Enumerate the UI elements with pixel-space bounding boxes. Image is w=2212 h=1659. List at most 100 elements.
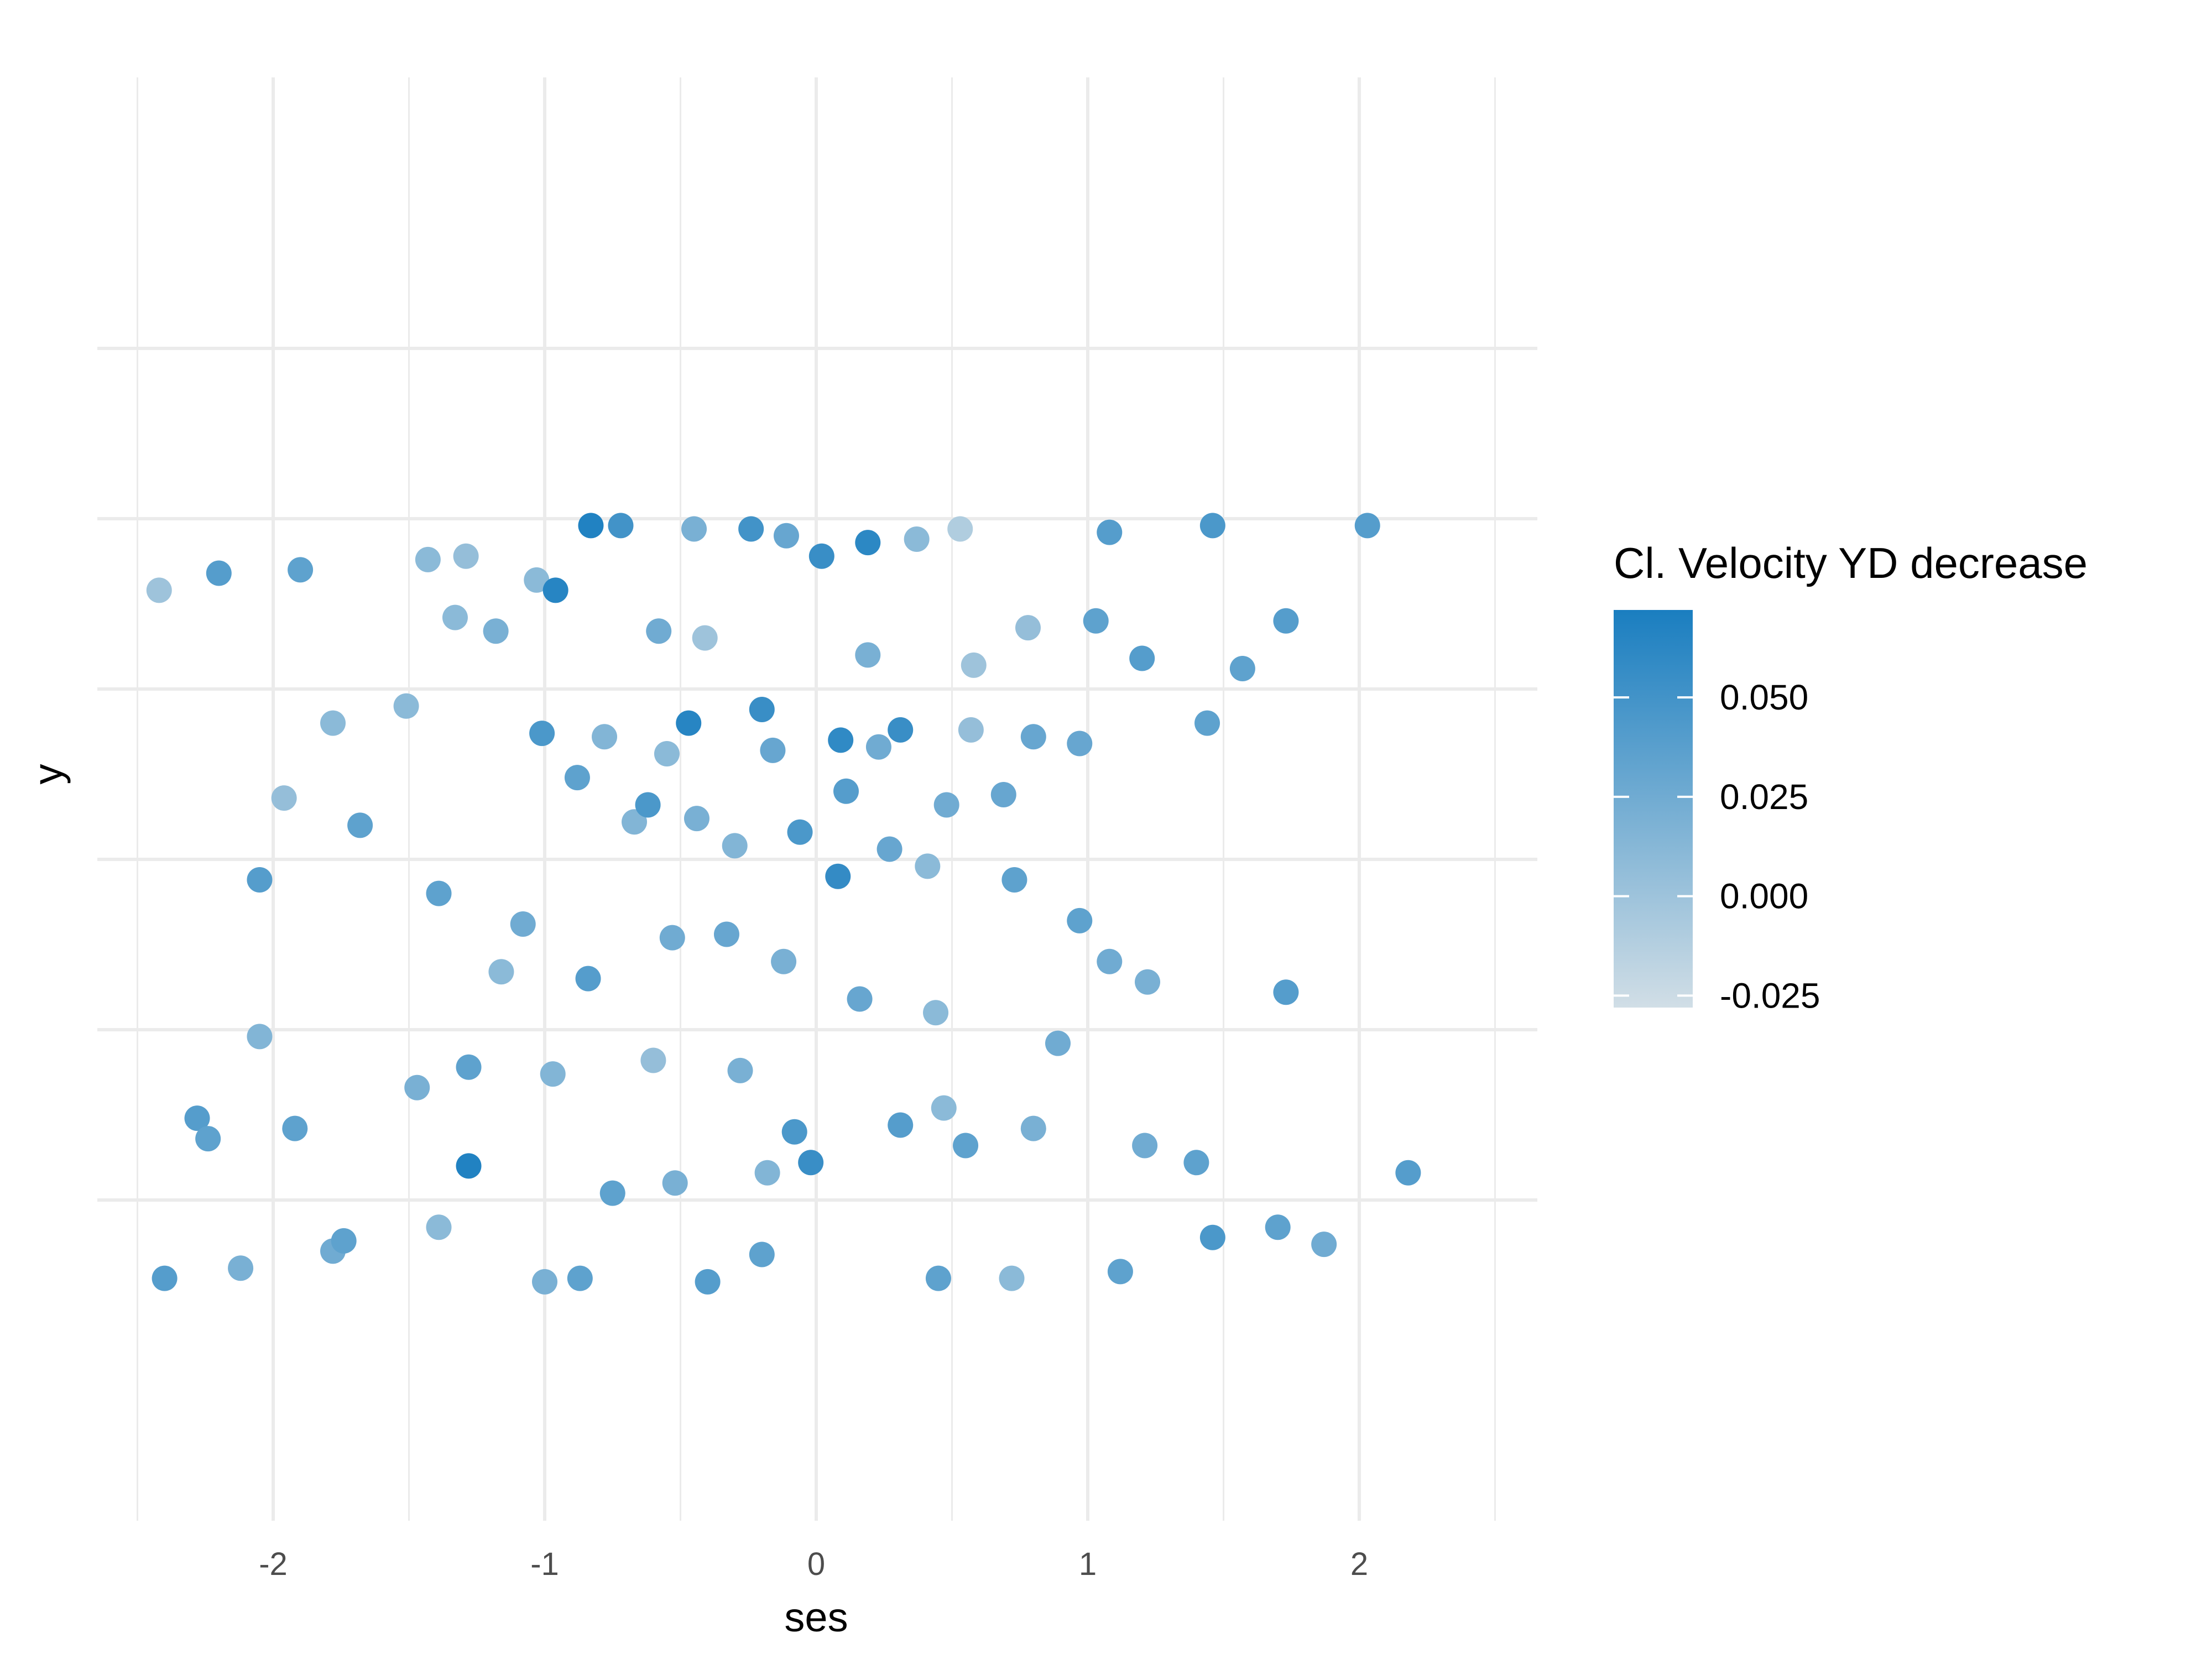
data-point — [925, 1265, 951, 1291]
data-point — [1067, 907, 1093, 933]
data-point — [855, 642, 881, 668]
data-point — [564, 765, 590, 791]
data-point — [749, 696, 775, 722]
data-point — [727, 1057, 753, 1083]
legend-ticks: -0.025 0.000 0.025 0.050 — [1614, 677, 1820, 1015]
data-point — [713, 921, 739, 947]
data-point — [828, 727, 854, 753]
data-point — [1020, 1115, 1046, 1141]
data-point — [933, 792, 959, 818]
data-point — [654, 741, 680, 767]
data-point — [320, 710, 346, 736]
data-point — [1135, 969, 1161, 995]
data-point — [442, 604, 468, 630]
data-point — [1199, 1224, 1225, 1250]
data-point — [1273, 608, 1299, 634]
data-point — [529, 721, 555, 747]
x-tick-label: -2 — [259, 1546, 288, 1582]
data-point — [915, 853, 941, 879]
data-point — [640, 1047, 666, 1073]
data-point — [1273, 979, 1299, 1005]
data-point — [1395, 1160, 1421, 1186]
data-point — [1194, 710, 1220, 736]
data-point — [808, 543, 834, 569]
data-point — [798, 1150, 824, 1176]
data-point — [923, 1000, 949, 1026]
data-point — [510, 911, 536, 937]
data-point — [990, 781, 1016, 807]
data-point — [1045, 1030, 1071, 1056]
data-point — [833, 778, 859, 804]
data-point — [684, 806, 709, 832]
data-point — [947, 516, 973, 542]
data-point — [271, 785, 297, 811]
data-point — [904, 526, 930, 552]
data-point — [453, 543, 479, 569]
data-point — [749, 1241, 775, 1267]
data-point — [426, 880, 452, 906]
data-point — [773, 523, 799, 549]
data-point — [1067, 731, 1093, 757]
data-point — [676, 710, 702, 736]
data-point — [228, 1255, 254, 1281]
legend-tick-label: 0.000 — [1720, 877, 1808, 916]
data-point — [1129, 645, 1155, 671]
data-point — [542, 577, 568, 603]
data-point — [483, 618, 509, 644]
data-point — [695, 1269, 721, 1295]
data-point — [599, 1180, 625, 1206]
data-point — [635, 792, 661, 818]
data-point — [771, 948, 797, 974]
data-point — [953, 1133, 979, 1159]
data-point — [206, 560, 232, 586]
data-point — [184, 1105, 210, 1131]
data-point — [659, 925, 685, 951]
data-point — [787, 819, 813, 845]
data-point — [152, 1265, 178, 1291]
data-point — [855, 530, 881, 556]
data-point — [825, 863, 851, 889]
legend-tick-label: 0.050 — [1720, 677, 1808, 717]
data-point — [1132, 1133, 1158, 1159]
data-point — [865, 734, 891, 760]
data-point — [1020, 724, 1046, 750]
data-point — [146, 577, 172, 603]
data-point — [1015, 615, 1041, 641]
data-point — [1097, 519, 1123, 545]
data-point — [999, 1265, 1025, 1291]
data-point — [393, 693, 419, 719]
data-point — [681, 516, 707, 542]
data-point — [1083, 608, 1109, 634]
data-point — [738, 516, 764, 542]
data-point — [1354, 513, 1380, 539]
data-point — [722, 833, 748, 859]
data-point — [1107, 1259, 1133, 1285]
data-point — [567, 1265, 593, 1291]
data-point — [662, 1170, 688, 1196]
data-point — [760, 737, 786, 763]
data-point — [847, 986, 873, 1012]
data-point — [1311, 1232, 1337, 1258]
data-point — [575, 966, 601, 992]
data-point — [247, 867, 273, 893]
x-tick-label: 2 — [1350, 1546, 1368, 1582]
legend-colorbar — [1614, 610, 1693, 1008]
x-tick-label: -1 — [530, 1546, 559, 1582]
data-point — [958, 717, 984, 743]
data-point — [488, 959, 514, 985]
data-point — [781, 1119, 807, 1145]
data-point — [404, 1074, 430, 1100]
data-point — [578, 513, 604, 539]
data-point — [456, 1054, 482, 1080]
color-legend: Cl. Velocity YD decrease -0.025 0.000 0.02… — [1614, 539, 2088, 1015]
x-tick-labels: -2 -1 0 1 2 — [259, 1546, 1368, 1582]
data-point — [347, 812, 373, 838]
data-point — [288, 557, 314, 583]
data-point — [456, 1153, 482, 1179]
legend-tick-label: -0.025 — [1720, 975, 1820, 1015]
data-point — [524, 567, 550, 593]
x-tick-label: 1 — [1079, 1546, 1097, 1582]
data-point — [415, 546, 441, 572]
data-point — [282, 1115, 308, 1141]
data-point — [877, 836, 902, 862]
